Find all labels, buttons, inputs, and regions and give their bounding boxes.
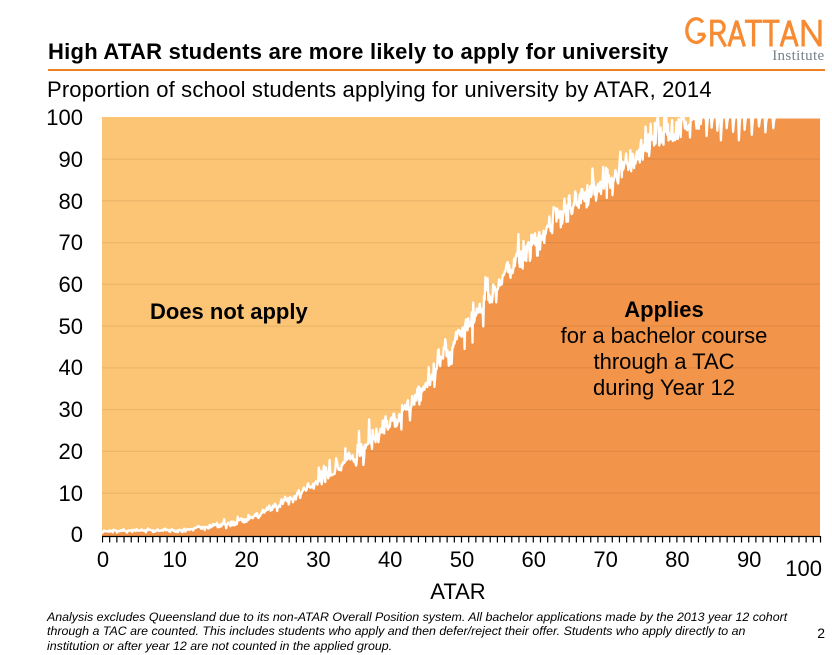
svg-text:Institute: Institute bbox=[772, 48, 824, 64]
